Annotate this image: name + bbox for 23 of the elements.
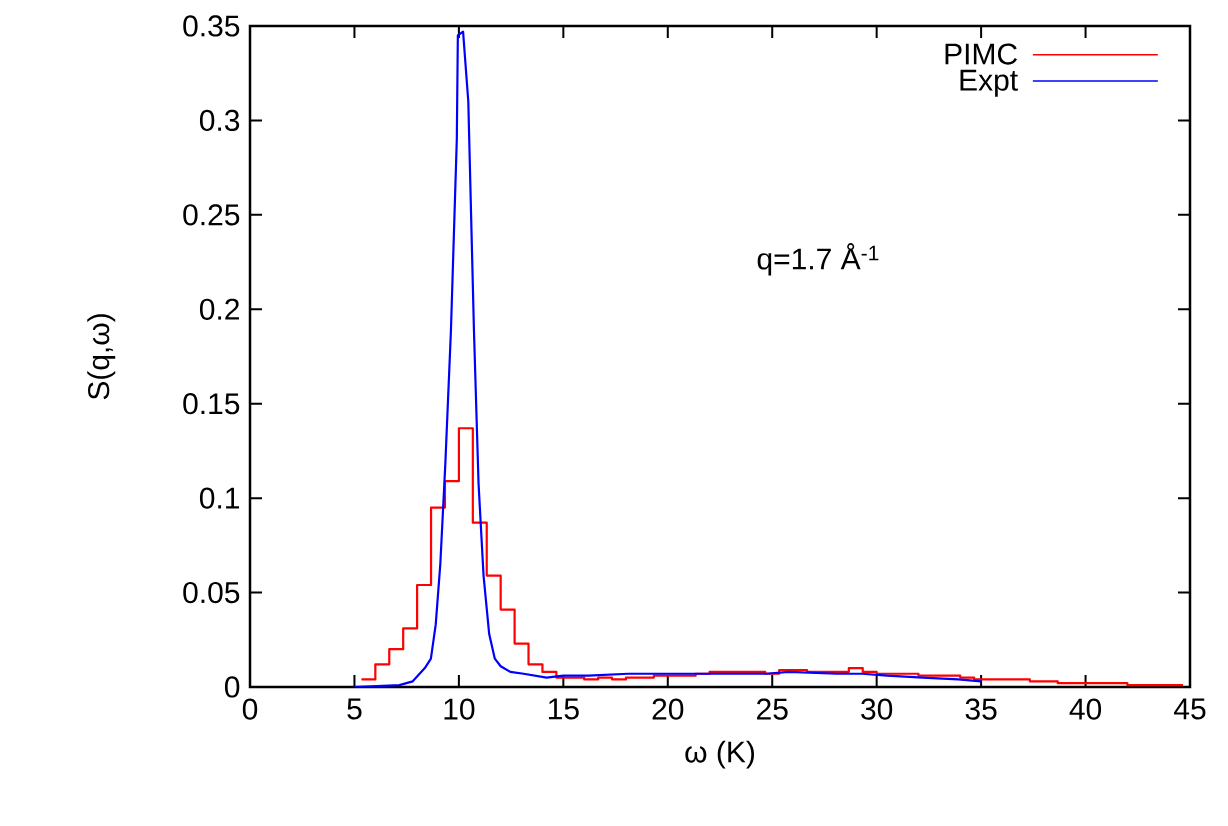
x-tick-label: 25 — [757, 698, 788, 720]
x-tick-label: 45 — [1174, 698, 1206, 720]
x-tick-label: 35 — [965, 698, 997, 720]
x-tick-label: 10 — [444, 698, 475, 720]
x-axis-title: ω (K) — [685, 740, 754, 769]
y-tick-label: 0.25 — [183, 204, 240, 226]
x-tick-label: 40 — [1069, 698, 1102, 720]
x-tick-label: 20 — [652, 698, 684, 720]
y-tick-label: 0.05 — [183, 581, 240, 604]
x-tick-label: 0 — [242, 698, 258, 720]
y-axis-title: S(q,ω) — [87, 314, 116, 400]
legend-label: PIMC — [945, 43, 1017, 65]
y-tick-label: 0 — [224, 676, 240, 698]
y-tick-label: 0.35 — [183, 15, 240, 37]
y-tick-label: 0.3 — [199, 109, 240, 132]
x-tick-label: 30 — [861, 698, 893, 720]
y-tick-label: 0.2 — [199, 298, 239, 320]
y-tick-label: 0.1 — [199, 487, 240, 509]
x-tick-label: 15 — [548, 698, 579, 720]
y-tick-label: 0.15 — [183, 393, 240, 415]
x-tick-label: 5 — [347, 698, 362, 720]
legend-label: Expt — [960, 69, 1018, 97]
annotation: q=1.7 Å$^{-1}$ — [757, 243, 879, 276]
